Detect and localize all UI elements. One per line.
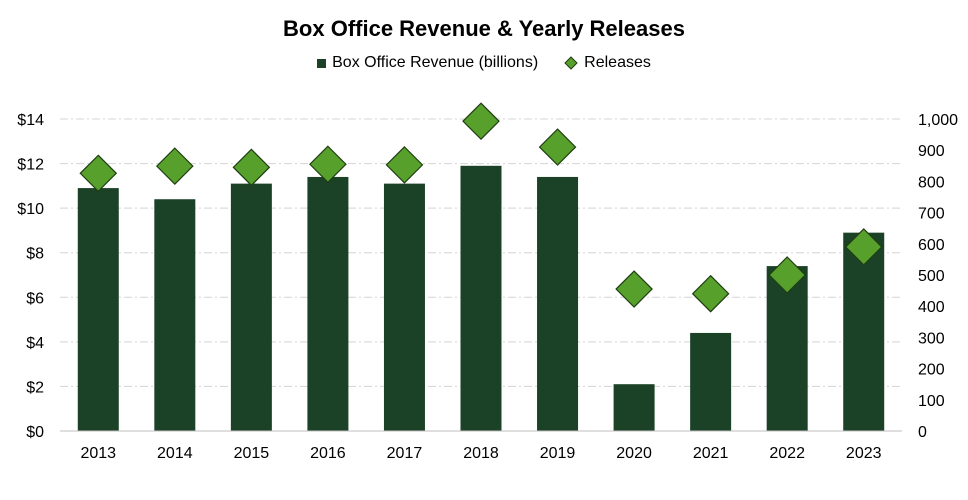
y-left-tick-label: $4: [26, 335, 44, 352]
y-right-tick-label: 500: [918, 268, 945, 285]
y-left-tick-label: $6: [26, 290, 44, 307]
y-right-tick-label: 0: [918, 424, 927, 441]
marker-releases: [309, 145, 347, 184]
bar-revenue: [307, 176, 349, 431]
x-tick-label: 2015: [234, 445, 270, 462]
marker-releases: [615, 270, 653, 308]
marker-releases: [768, 256, 807, 294]
y-right-tick-label: 700: [918, 206, 945, 223]
legend: Box Office Revenue (billions) Releases: [0, 54, 968, 72]
x-tick-label: 2016: [310, 445, 346, 462]
y-left-tick-label: $12: [17, 157, 44, 174]
bar-revenue: [537, 176, 579, 431]
marker-releases: [155, 147, 194, 185]
y-left-tick-label: $10: [17, 201, 44, 218]
legend-swatch-diamond: [564, 56, 578, 70]
y-left-tick-label: $14: [17, 112, 44, 129]
marker-releases: [462, 102, 500, 141]
y-left-tick-label: $0: [26, 424, 44, 441]
x-tick-label: 2022: [769, 445, 805, 462]
x-tick-label: 2017: [387, 445, 423, 462]
x-tick-label: 2021: [693, 445, 729, 462]
y-right-tick-label: 1,000: [918, 112, 958, 129]
bar-revenue: [154, 199, 196, 431]
x-tick-label: 2020: [616, 445, 652, 462]
bar-revenue: [383, 183, 425, 431]
legend-label-releases: Releases: [584, 54, 651, 71]
y-right-tick-label: 800: [918, 174, 945, 191]
bar-revenue: [613, 384, 655, 431]
legend-item-releases: Releases: [564, 54, 651, 72]
y-right-tick-label: 400: [918, 299, 945, 316]
y-right-tick-label: 600: [918, 237, 945, 254]
y-left-tick-label: $2: [26, 379, 44, 396]
marker-releases: [385, 146, 424, 184]
y-right-tick-label: 100: [918, 393, 945, 410]
x-tick-label: 2014: [157, 445, 193, 462]
x-tick-label: 2013: [80, 445, 116, 462]
bar-revenue: [77, 188, 119, 431]
y-right-tick-label: 900: [918, 143, 945, 160]
marker-releases: [79, 154, 118, 193]
marker-releases: [691, 274, 730, 313]
marker-releases: [232, 148, 271, 187]
x-tick-label: 2018: [463, 445, 499, 462]
y-left-tick-label: $8: [26, 246, 44, 263]
y-right-tick-label: 300: [918, 330, 945, 347]
legend-item-revenue: Box Office Revenue (billions): [317, 54, 538, 72]
x-tick-label: 2019: [540, 445, 576, 462]
x-tick-label: 2023: [846, 445, 882, 462]
bar-revenue: [230, 183, 272, 431]
marker-releases: [538, 128, 577, 166]
bar-revenue: [690, 332, 732, 431]
marker-releases: [844, 228, 883, 266]
legend-swatch-bar: [317, 58, 327, 68]
y-right-tick-label: 200: [918, 362, 945, 379]
bar-revenue: [460, 165, 502, 432]
legend-label-revenue: Box Office Revenue (billions): [332, 54, 539, 71]
chart-title: Box Office Revenue & Yearly Releases: [283, 16, 685, 41]
